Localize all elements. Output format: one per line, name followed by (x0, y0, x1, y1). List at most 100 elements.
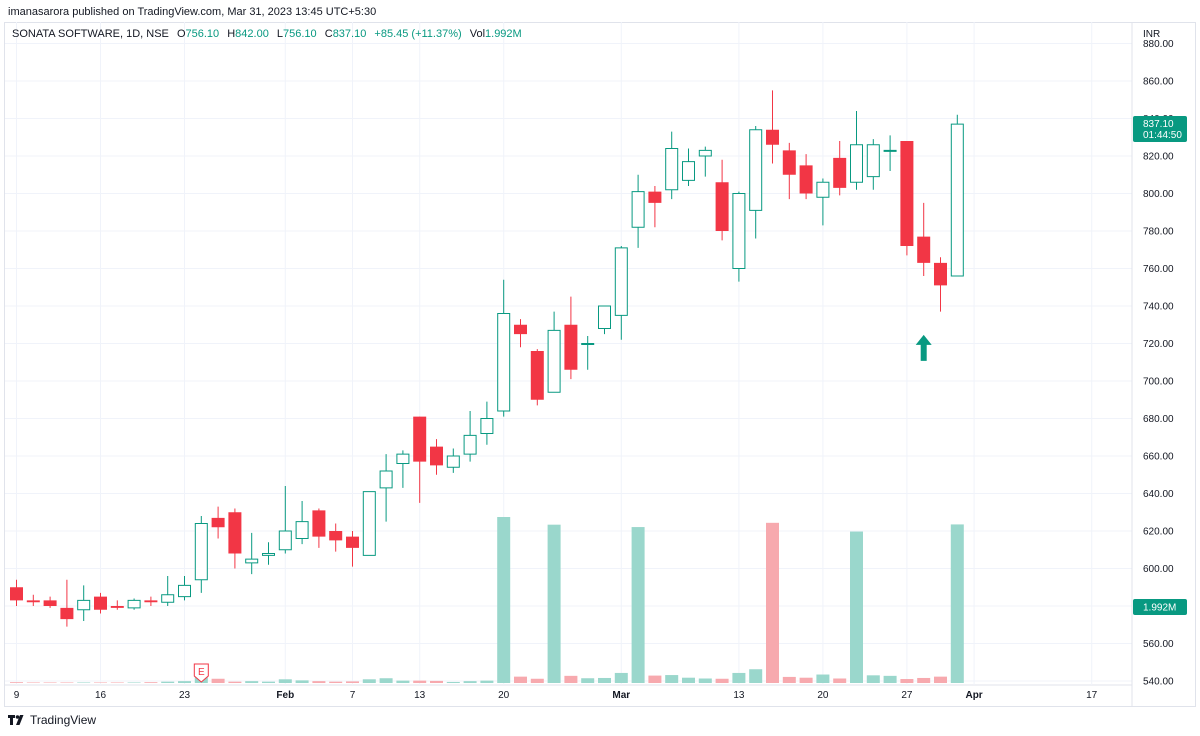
candle (648, 186, 662, 228)
price-tick-label: 700.00 (1143, 377, 1174, 388)
candle (900, 141, 914, 256)
volume-bar (866, 675, 880, 683)
candle (530, 349, 544, 406)
candle-body (883, 149, 897, 152)
time-tick-label: 20 (817, 690, 829, 701)
volume-bar (766, 522, 779, 683)
volume-bar (413, 680, 427, 683)
candle-body (581, 343, 595, 345)
candle-body (682, 161, 695, 181)
time-tick-label: Mar (612, 690, 630, 701)
volume-bar (43, 682, 57, 683)
candle (295, 501, 309, 545)
volume-bar (228, 681, 242, 683)
time-tick-label: 20 (498, 690, 510, 701)
close-label: C (324, 28, 333, 40)
price-tick-label: 600.00 (1143, 564, 1174, 575)
price-tick-label: 680.00 (1143, 414, 1174, 425)
candle (598, 305, 611, 335)
candle-body (900, 141, 914, 246)
volume-bar (514, 676, 527, 683)
candle-body (480, 418, 494, 434)
time-tick-label: 13 (414, 690, 426, 701)
volume-bar (362, 679, 376, 683)
price-tick-label: 780.00 (1143, 227, 1174, 238)
candle (631, 174, 645, 248)
price-axis[interactable]: INR 540.00560.00580.00600.00620.00640.00… (1133, 29, 1187, 688)
footer-brand[interactable]: TradingView (8, 713, 96, 727)
candle (194, 516, 208, 593)
candle (43, 596, 57, 608)
volume-bar (581, 678, 595, 683)
candles[interactable] (10, 90, 964, 627)
candle (866, 139, 880, 190)
candle-body (547, 329, 561, 393)
volume-bar (26, 682, 40, 683)
volume-bar (346, 681, 359, 683)
candle-body (312, 510, 326, 537)
candle (463, 411, 477, 462)
candle-body (614, 247, 628, 316)
candle-body (665, 148, 679, 191)
candle (312, 508, 326, 548)
volume-bar (732, 672, 746, 683)
time-tick-label: Apr (965, 690, 982, 701)
candle-body (463, 434, 477, 455)
candle-body (732, 193, 746, 269)
candle (10, 579, 23, 606)
candle-body (749, 129, 763, 211)
volume-bar (564, 675, 578, 683)
volume-bar (329, 681, 343, 683)
bar-countdown: 01:44:50 (1143, 130, 1182, 141)
volume-label-value: 1.992M (1143, 603, 1176, 614)
price-tick-label: 740.00 (1143, 302, 1174, 313)
volume-bar (816, 674, 830, 683)
candle (60, 579, 74, 627)
volume-bar (782, 676, 796, 683)
price-tick-label: 640.00 (1143, 489, 1174, 500)
candle (917, 202, 931, 276)
candle-body (211, 517, 225, 528)
volume-bar (430, 680, 443, 683)
time-tick-label: 27 (901, 690, 913, 701)
candle (178, 576, 191, 601)
volume-bar (211, 678, 225, 683)
time-axis[interactable]: 9 16 23 Feb 7 13 20 Mar 13 20 27 Apr 17 (14, 690, 1098, 701)
candle-body (917, 236, 931, 263)
candle (799, 154, 813, 200)
price-tick-label: 620.00 (1143, 527, 1174, 538)
candle (715, 159, 729, 241)
candle-body (564, 324, 578, 370)
change-value: +85.45 (+11.37%) (374, 28, 462, 40)
volume-bar (715, 678, 729, 683)
candle (749, 126, 763, 239)
candle (883, 135, 897, 171)
high-label: H (227, 28, 236, 40)
volume-bar (110, 682, 124, 683)
time-tick-label: 23 (179, 690, 191, 701)
candle-body (43, 600, 57, 606)
candle-body (396, 453, 410, 464)
candle (682, 148, 695, 186)
candle-body (833, 157, 847, 188)
candle-body (850, 144, 863, 183)
candle-body (530, 351, 544, 400)
candle (110, 600, 124, 610)
candle-body (782, 150, 796, 175)
candle (278, 486, 292, 554)
volume-value: 1.992M (485, 28, 522, 40)
earnings-marker (193, 663, 209, 683)
volume-bar (631, 527, 645, 683)
candle-body (245, 558, 259, 564)
candle-body (144, 600, 158, 603)
candle (850, 111, 863, 190)
last-price-label-box (1133, 115, 1187, 142)
open-value: 756.10 (185, 28, 220, 40)
volume-bars (10, 517, 964, 683)
time-tick-label: 13 (733, 690, 745, 701)
candle-body (816, 181, 830, 198)
candle (698, 146, 712, 177)
volume-bar (682, 677, 695, 683)
candle-body (178, 584, 191, 598)
